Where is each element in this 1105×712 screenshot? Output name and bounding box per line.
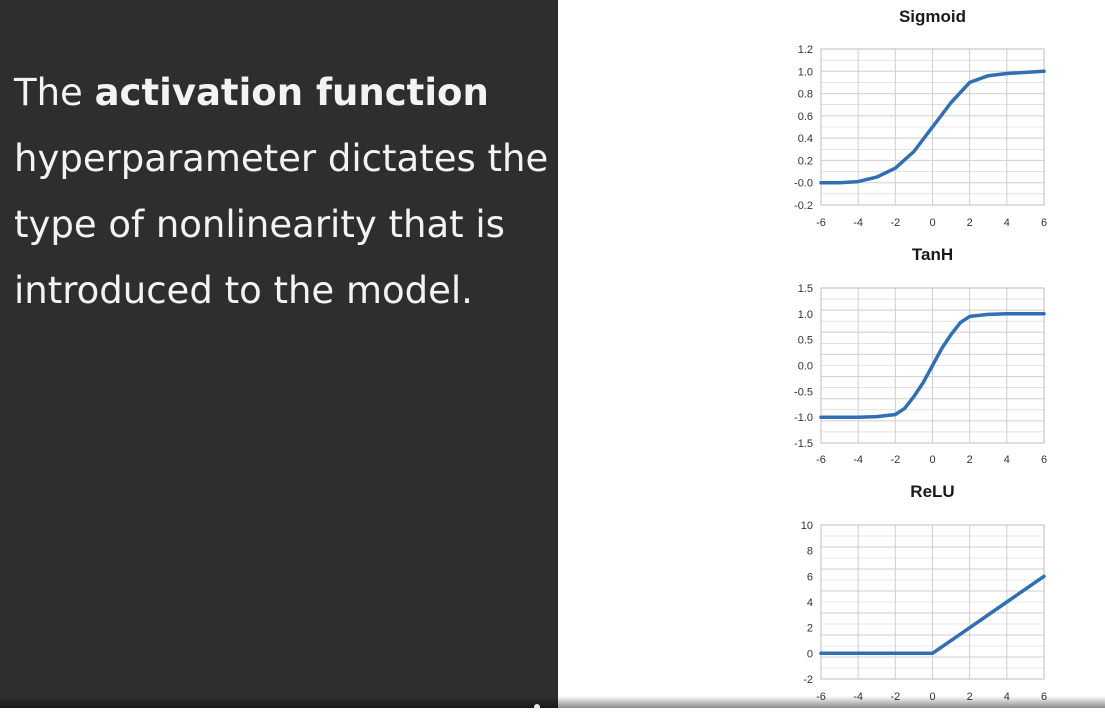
sigmoid-y-tick-label: 1.0 xyxy=(798,66,813,78)
tanh-x-tick-label: 2 xyxy=(967,454,973,466)
sigmoid-plot-frame xyxy=(820,48,1045,206)
tanh-y-tick-label: 1.5 xyxy=(798,283,813,295)
charts-panel: Sigmoid 1.2 1.0 0.8 0.6 0.4 0.2 -0.0 -0.2 -6 -4 -2 0… xyxy=(558,0,1105,708)
tanh-y-tick-label: -0.5 xyxy=(794,386,813,398)
sigmoid-x-tick-label: 0 xyxy=(929,217,935,229)
tanh-x-tick-label: 4 xyxy=(1004,454,1010,466)
sigmoid-x-tick-label: 4 xyxy=(1004,217,1010,229)
tanh-x-tick-label: -2 xyxy=(890,454,900,466)
slide-statement: The activation function hyperparameter d… xyxy=(14,60,554,324)
relu-x-tick-label: 6 xyxy=(1041,691,1047,703)
tanh-y-tick-label: -1.0 xyxy=(794,412,813,424)
relu-x-tick-label: 0 xyxy=(929,691,935,703)
sigmoid-y-tick-label: 0.8 xyxy=(798,89,813,101)
tanh-plot-frame xyxy=(820,287,1045,444)
relu-y-tick-label: 2 xyxy=(807,623,813,635)
sigmoid-y-tick-label: 1.2 xyxy=(798,44,813,56)
relu-y-tick-label: 10 xyxy=(801,520,813,532)
relu-y-tick-label: 4 xyxy=(807,597,813,609)
sigmoid-x-tick-label: 2 xyxy=(967,217,973,229)
relu-y-tick-label: -2 xyxy=(803,674,813,686)
tanh-x-tick-label: -6 xyxy=(816,454,826,466)
video-progress-bar[interactable] xyxy=(0,696,1105,708)
tanh-x-tick-label: 0 xyxy=(929,454,935,466)
sigmoid-y-tick-label: 0.4 xyxy=(798,133,813,145)
relu-x-tick-label: -2 xyxy=(890,691,900,703)
tanh-y-tick-label: 0.5 xyxy=(798,335,813,347)
sigmoid-y-tick-label: -0.0 xyxy=(794,178,813,190)
tanh-y-tick-label: 1.0 xyxy=(798,309,813,321)
sigmoid-series-line xyxy=(819,69,1046,185)
relu-plot-frame xyxy=(820,524,1045,680)
sigmoid-y-tick-label: 0.2 xyxy=(798,155,813,167)
statement-lead: The xyxy=(14,71,95,114)
sigmoid-x-tick-label: 6 xyxy=(1041,217,1047,229)
relu-y-tick-label: 8 xyxy=(807,546,813,558)
sigmoid-x-tick-label: -6 xyxy=(816,217,826,229)
relu-x-tick-label: 2 xyxy=(967,691,973,703)
sigmoid-chart-title: Sigmoid xyxy=(899,7,966,26)
relu-y-tick-label: 6 xyxy=(807,571,813,583)
tanh-chart-title: TanH xyxy=(912,245,953,264)
sigmoid-x-tick-label: -2 xyxy=(890,217,900,229)
relu-x-tick-label: -6 xyxy=(816,691,826,703)
tanh-y-tick-label: -1.5 xyxy=(794,438,813,450)
sigmoid-y-tick-label: -0.2 xyxy=(794,200,813,212)
sigmoid-x-tick-label: -4 xyxy=(853,217,863,229)
statement-rest: hyperparameter dictates the type of nonl… xyxy=(14,137,549,312)
tanh-series-line xyxy=(819,312,1046,419)
sigmoid-y-tick-label: 0.6 xyxy=(798,111,813,123)
tanh-x-tick-label: 6 xyxy=(1041,454,1047,466)
text-panel: The activation function hyperparameter d… xyxy=(0,0,558,708)
relu-x-tick-label: -4 xyxy=(853,691,863,703)
tanh-x-tick-label: -4 xyxy=(853,454,863,466)
relu-y-tick-label: 0 xyxy=(807,648,813,660)
relu-series-line xyxy=(819,574,1046,656)
tanh-y-tick-label: 0.0 xyxy=(798,361,813,373)
statement-keyword: activation function xyxy=(94,71,489,114)
progress-handle[interactable] xyxy=(534,704,540,708)
relu-x-tick-label: 4 xyxy=(1004,691,1010,703)
relu-chart-title: ReLU xyxy=(910,482,954,501)
